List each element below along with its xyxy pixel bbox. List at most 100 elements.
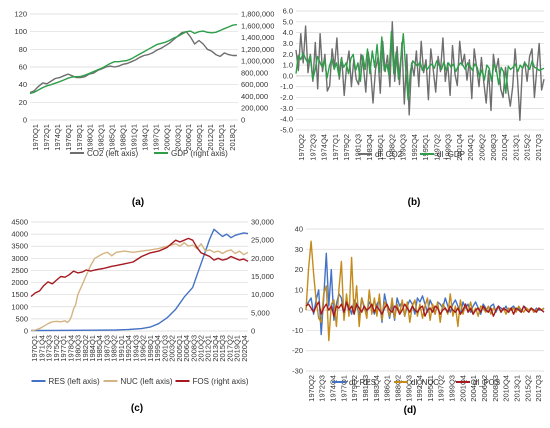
legend-label: GDP (right axis) [171,149,228,158]
y-right-tick-label: 1,800,000 [241,10,274,19]
y-tick-label: 1000 [11,302,28,311]
x-tick-label: 1984Q1 [88,335,97,362]
y-tick-label: 4500 [11,218,28,227]
x-tick-label: 1985Q1 [108,124,117,151]
x-tick-label: 2005Q1 [175,335,184,362]
x-tick-label: 1970Q1 [30,335,39,362]
x-tick-label: 1978Q1 [75,124,84,151]
x-tick-label: 1970Q2 [307,375,316,402]
y-tick-label: 3500 [11,242,28,251]
series-line-fos-right-axis- [30,237,249,298]
x-tick-label: 1998Q1 [146,335,155,362]
y-tick-label: 2.0 [283,50,293,59]
y-right-tick-label: 30,000 [251,218,274,227]
panel-c: 0 500 1000 1500 2000 2500 3000 3500 4000 4500 0 5,0… [11,218,274,415]
x-tick-label: 1995Q1 [426,375,435,402]
x-tick-label: 2017Q2 [225,335,234,362]
x-tick-label: 2015Q2 [523,375,532,402]
x-tick-label: 2003Q2 [168,335,177,362]
x-tick-label: 1980Q1 [86,124,95,151]
series-line-dl-co2 [295,21,545,122]
y-right-tick-label: 400,000 [241,92,268,101]
x-tick-label: 1999Q3 [448,375,457,402]
x-tick-label: 1990Q3 [399,134,408,161]
x-tick-label: 2008Q3 [489,134,498,161]
y-tick-label: 0 [24,327,28,336]
x-tick-label: 1970Q2 [297,134,306,161]
x-tick-label: 2017Q3 [534,134,543,161]
series-line-nuc-left-axis- [30,241,249,332]
legend-label: RES (left axis) [49,377,100,386]
x-tick-label: 2006Q4 [182,335,191,362]
panel-d: 40 30 20 10 0 -10 -20 -30 1970Q2 1972Q3 1974Q4 1977… [292,225,545,416]
x-tick-label: 2015Q1 [217,124,226,151]
y-tick-label: -1.0 [280,82,293,91]
legend-label: dl_GDP [437,150,465,159]
legend-label: FOS (right axis) [193,377,249,386]
x-tick-label: 2003Q1 [173,124,182,151]
x-tick-label: 1983Q4 [365,134,374,161]
x-tick-label: 1990Q3 [404,375,413,402]
x-tick-label: 2004Q1 [469,375,478,402]
x-tick-label: 1997Q2 [432,134,441,161]
x-tick-label: 2018Q1 [228,124,237,151]
y-right-tick-label: 5,000 [251,308,270,317]
x-tick-label: 2009Q1 [195,124,204,151]
y-tick-label: -5.0 [280,126,293,135]
x-tick-label: 1974Q4 [329,375,338,402]
x-tick-label: 1972Q3 [308,134,317,161]
x-tick-label: 2013Q1 [512,375,521,402]
x-tick-label: 2015Q3 [218,335,227,362]
x-tick-label: 1970Q1 [31,124,40,151]
y-right-tick-label: 600,000 [241,80,268,89]
y-tick-label: 0 [299,306,303,315]
y-tick-label: 3000 [11,254,28,263]
x-tick-label: 1986Q1 [383,375,392,402]
y-tick-label: -4.0 [280,115,293,124]
y-tick-label: 0 [23,116,27,125]
y-right-tick-label: 800,000 [241,68,268,77]
y-tick-label: 6.0 [283,7,293,16]
x-tick-label: 1989Q2 [110,335,119,362]
x-tick-label: 1994Q1 [140,124,149,151]
x-tick-label: 2006Q2 [478,134,487,161]
x-tick-label: 1982Q2 [81,335,90,362]
x-tick-label: 1977Q1 [59,335,68,362]
x-tick-label: 1974Q1 [53,124,62,151]
x-tick-label: 1979Q2 [342,134,351,161]
y-tick-label: 0.0 [283,71,293,80]
x-tick-label: 1972Q3 [318,375,327,402]
legend-label: CO2 (left axis) [87,149,138,158]
x-tick-label: 1991Q1 [117,335,126,362]
y-tick-label: 20 [19,98,27,107]
x-tick-label: 1972Q1 [42,124,51,151]
y-tick-label: -3.0 [280,104,293,113]
y-tick-label: 30 [295,245,303,254]
y-right-tick-label: 1,600,000 [241,21,274,30]
legend-label: NUC (left axis) [121,377,173,386]
y-tick-label: 4.0 [283,28,293,37]
x-tick-label: 2012Q1 [206,124,215,151]
x-tick-label: 1978Q4 [66,335,75,362]
x-tick-label: 2001Q4 [455,134,464,161]
y-tick-label: -30 [292,367,303,376]
y-tick-label: 60 [19,63,27,72]
y-tick-label: 4000 [11,230,28,239]
y-right-tick-label: 0 [241,116,245,125]
x-tick-label: 2012Q1 [204,335,213,362]
y-tick-label: -20 [292,346,303,355]
x-tick-label: 1987Q3 [102,335,111,362]
y-tick-label: 10 [295,285,303,294]
y-tick-label: 20 [295,265,303,274]
x-tick-label: 1976Q1 [64,124,73,151]
x-tick-label: 1997Q1 [151,124,160,151]
x-tick-label: 1988Q2 [393,375,402,402]
x-tick-label: 1985Q4 [95,335,104,362]
panel-caption: (b) [408,197,421,208]
series-line-res-left-axis- [30,228,249,332]
y-tick-label: 100 [14,27,27,36]
x-tick-label: 1994Q3 [131,335,140,362]
y-right-tick-label: 200,000 [241,104,268,113]
x-tick-label: 2006Q2 [480,375,489,402]
